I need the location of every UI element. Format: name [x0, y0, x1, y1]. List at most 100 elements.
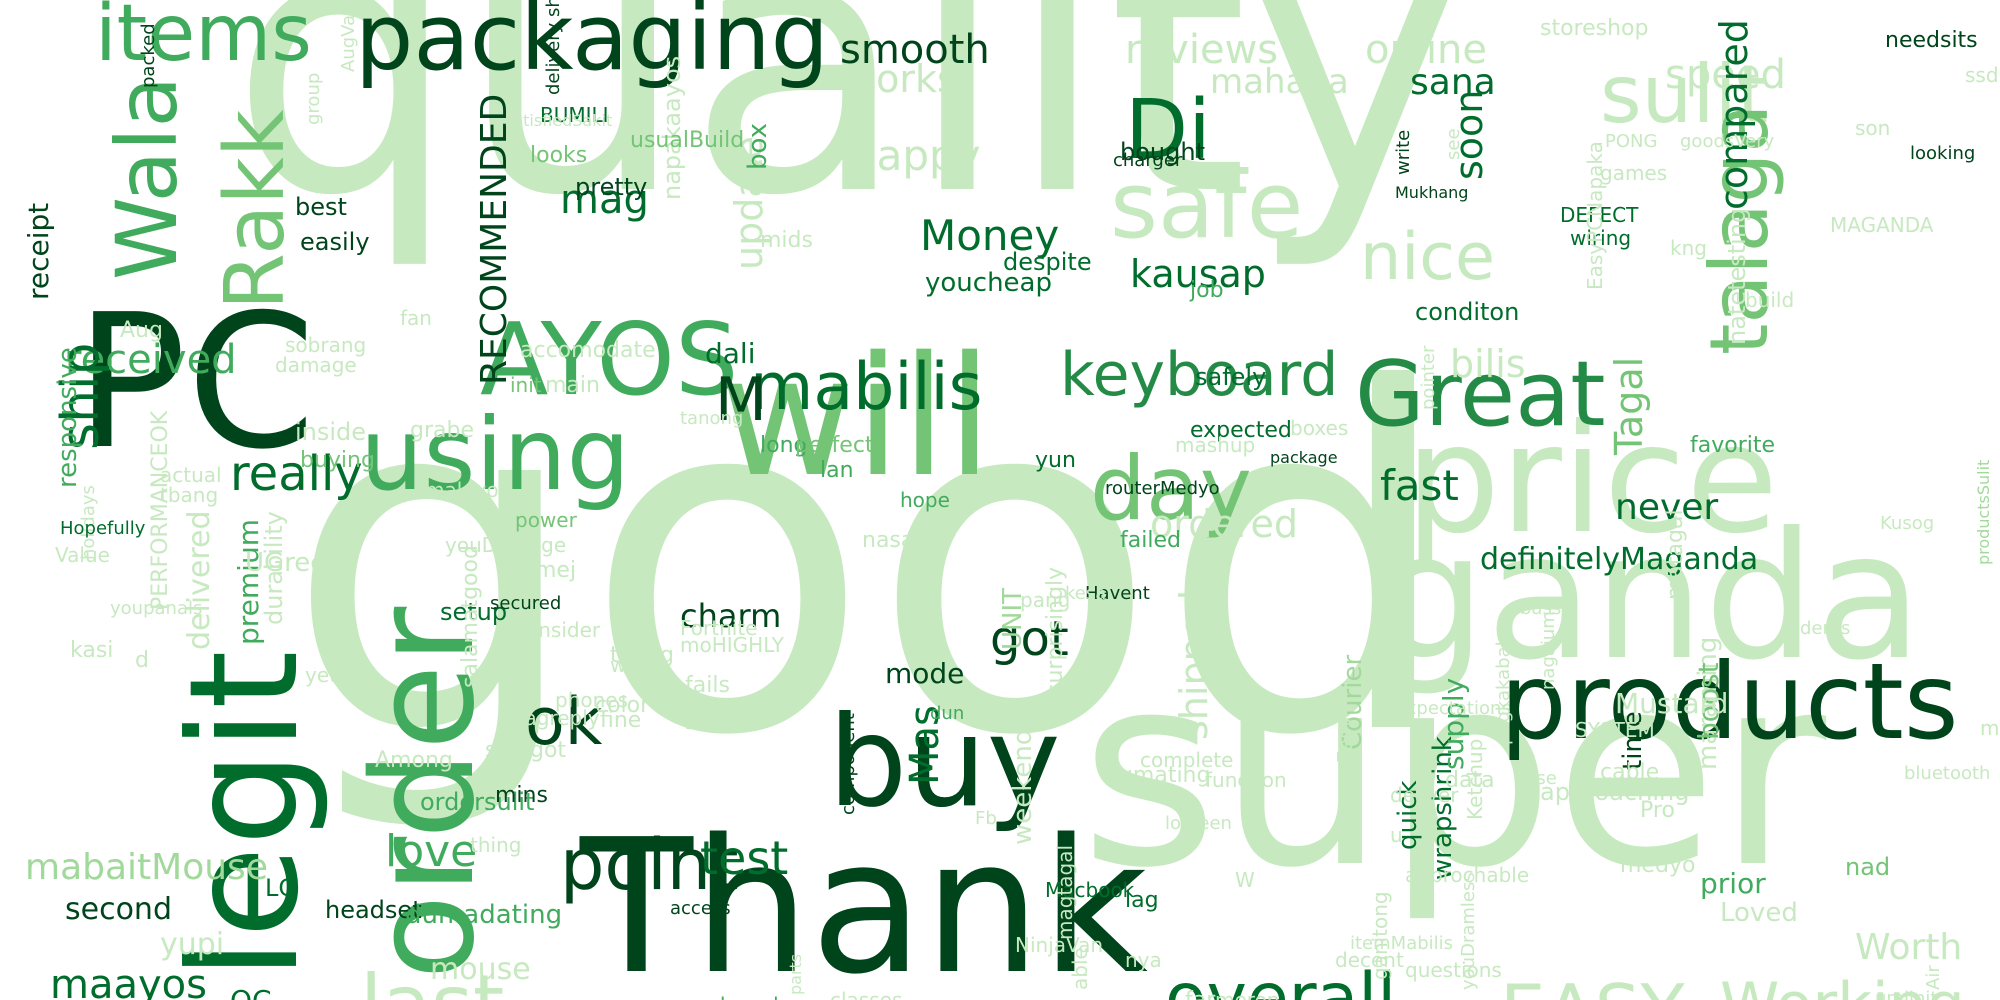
cloud-word: premium: [232, 519, 265, 645]
cloud-word: youcheap: [925, 268, 1052, 298]
cloud-word: nya: [1125, 948, 1162, 972]
cloud-word: salamatgood: [458, 545, 483, 688]
cloud-word: packaging: [355, 0, 830, 91]
cloud-word: overall: [1165, 959, 1397, 1000]
cloud-word: productsSulit: [1974, 459, 1993, 565]
cloud-word: mids: [760, 228, 813, 253]
cloud-word: parts: [786, 953, 805, 995]
cloud-word: thing: [470, 833, 522, 857]
cloud-word: package: [1270, 448, 1338, 467]
cloud-word: Fb: [975, 808, 997, 829]
cloud-word: prior: [1700, 867, 1766, 900]
cloud-word: lag: [1125, 888, 1159, 913]
cloud-word: expected: [1190, 418, 1292, 443]
cloud-word: phones: [555, 688, 629, 712]
cloud-word: despite: [1003, 248, 1092, 276]
cloud-word: bluetooth: [1904, 763, 1991, 784]
cloud-word: tbang: [160, 483, 219, 507]
cloud-word: secured: [490, 593, 562, 614]
cloud-word: day: [1090, 437, 1252, 540]
cloud-word: grabe: [410, 418, 474, 443]
cloud-word: buying: [300, 448, 375, 473]
cloud-word: BUMILI: [540, 103, 609, 127]
cloud-word: able: [1068, 947, 1092, 990]
cloud-word: long: [760, 433, 808, 458]
cloud-word: routerMedyo: [1105, 478, 1220, 499]
cloud-word: Tagal: [1607, 356, 1651, 455]
cloud-word: accomodate: [520, 338, 656, 363]
cloud-word: mouse: [430, 952, 531, 987]
cloud-word: box: [743, 123, 773, 170]
cloud-word: sulit: [1600, 48, 1769, 141]
cloud-word: actual: [160, 463, 222, 487]
cloud-word: classes: [830, 988, 903, 1000]
cloud-word: got: [990, 611, 1069, 667]
cloud-word: best: [295, 193, 347, 221]
cloud-word: Di: [1125, 83, 1211, 178]
cloud-word: reviews: [1125, 27, 1279, 73]
cloud-word: pagkakabalot: [1493, 623, 1514, 745]
cloud-word: delivered: [182, 510, 217, 650]
cloud-word: wewe: [610, 653, 668, 677]
cloud-word: son: [1855, 116, 1891, 140]
cloud-word: yun: [1035, 448, 1076, 473]
cloud-word: umiinit: [1875, 988, 1938, 1000]
cloud-word: weekend: [1008, 728, 1038, 845]
cloud-word: Air: [1923, 965, 1944, 990]
cloud-word: sana: [1410, 62, 1496, 103]
cloud-word: happy: [850, 131, 981, 180]
cloud-word: mins: [495, 783, 548, 808]
cloud-word: satisfiedSakit: [505, 111, 613, 130]
cloud-word: setup: [440, 598, 508, 626]
cloud-word: AugValue: [338, 0, 359, 72]
cloud-word: youDamage: [445, 533, 567, 557]
cloud-word: quality: [230, 0, 1462, 274]
cloud-word: si: [685, 713, 700, 734]
cloud-word: areaEasy: [1333, 716, 1357, 808]
cloud-word: Ketchup: [1463, 738, 1487, 820]
cloud-word: AYOS: [480, 301, 739, 418]
cloud-word: super: [1080, 618, 1827, 926]
cloud-word: nad: [1845, 853, 1891, 881]
cloud-word: speed: [1665, 52, 1786, 98]
cloud-word: magreply: [505, 706, 600, 730]
cloud-word: looks: [530, 143, 588, 168]
cloud-word: ordered: [1150, 502, 1298, 546]
cloud-word: Mukhang: [1395, 183, 1469, 202]
cloud-word: receipt: [22, 202, 55, 300]
cloud-word: damage: [275, 353, 357, 377]
cloud-word: surprisingly: [1043, 566, 1068, 695]
cloud-word: yupi: [160, 927, 225, 962]
cloud-word: bass: [1520, 598, 1562, 619]
cloud-word: keyboard: [1060, 340, 1339, 410]
cloud-word: shipped: [1172, 589, 1216, 740]
cloud-word: tanong: [680, 408, 744, 429]
cloud-word: d: [135, 648, 149, 673]
cloud-word: fine: [600, 708, 642, 733]
cloud-word: tunog: [610, 643, 674, 668]
cloud-word: magtagal: [1053, 844, 1077, 940]
cloud-word: price: [1405, 393, 1779, 567]
cloud-word: maayos: [50, 962, 207, 1000]
cloud-word: good: [285, 291, 1457, 838]
cloud-word: items: [95, 0, 312, 79]
cloud-word: power: [515, 508, 577, 532]
cloud-word: will: [720, 321, 993, 513]
cloud-word: medyo: [1620, 853, 1696, 878]
cloud-word: sinagot: [485, 738, 567, 763]
cloud-word: Value: [55, 543, 110, 567]
cloud-word: Macbook: [1045, 878, 1135, 902]
cloud-word: Rakk: [208, 109, 303, 310]
cloud-word: questions: [1405, 958, 1502, 982]
cloud-word: love: [385, 826, 478, 877]
cloud-word: build: [1745, 288, 1795, 312]
cloud-word: see: [1443, 128, 1464, 160]
cloud-word: smooth: [840, 27, 990, 73]
cloud-word: Among: [375, 748, 453, 773]
cloud-word: youpanals: [110, 598, 203, 619]
cloud-word: EasyPCNapaka: [1583, 141, 1607, 290]
cloud-word: matagal: [1663, 509, 1688, 600]
cloud-word: Thank: [580, 799, 1149, 1000]
cloud-word: lan: [820, 458, 854, 483]
